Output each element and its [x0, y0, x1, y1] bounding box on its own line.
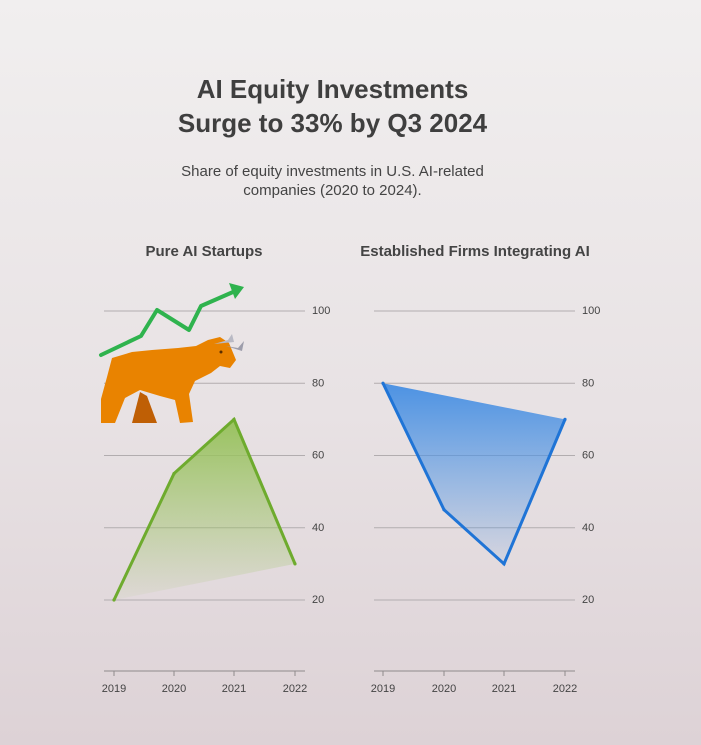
right-x-tick-label: 2021: [492, 683, 516, 695]
left-y-tick-label: 80: [312, 377, 324, 389]
right-data-point: [381, 381, 385, 385]
left-chart-title: Pure AI Startups: [145, 243, 263, 260]
right-y-tick-label: 100: [582, 305, 600, 317]
right-y-tick-label: 60: [582, 450, 594, 462]
subtitle-line-1: Share of equity investments in U.S. AI-r…: [181, 163, 484, 180]
left-data-point: [112, 598, 116, 602]
right-data-point: [502, 562, 506, 566]
subtitle-line-2: companies (2020 to 2024).: [243, 182, 422, 199]
right-area-fill: [383, 383, 565, 564]
right-x-tick-label: 2020: [432, 683, 456, 695]
right-y-tick-label: 80: [582, 377, 594, 389]
left-area-fill: [114, 419, 295, 600]
left-y-tick-label: 40: [312, 522, 324, 534]
left-series-line: [112, 416, 297, 601]
right-y-tick-label: 20: [582, 594, 594, 606]
left-y-tick-label: 20: [312, 594, 324, 606]
left-x-tick-label: 2022: [283, 683, 307, 695]
trend-up-arrow-icon: [99, 283, 244, 357]
left-y-tick-label: 100: [312, 305, 330, 317]
right-chart-title: Established Firms Integrating AI: [360, 243, 590, 260]
left-x-tick-label: 2021: [222, 683, 246, 695]
page-subtitle: Share of equity investments in U.S. AI-r…: [0, 162, 665, 200]
title-line-2: Surge to 33% by Q3 2024: [177, 108, 488, 138]
bull-icon: [101, 334, 244, 423]
right-data-point: [563, 417, 567, 421]
right-x-tick-label: 2019: [371, 683, 395, 695]
left-data-point: [232, 417, 236, 421]
right-chart: 20 40 60 80 100 2019 2020 2021 2022: [371, 305, 601, 695]
right-y-tick-label: 40: [582, 522, 594, 534]
left-data-point: [293, 562, 297, 566]
left-x-tick-label: 2019: [102, 683, 126, 695]
title-line-1: AI Equity Investments: [196, 74, 469, 104]
page-title: AI Equity Investments Surge to 33% by Q3…: [0, 72, 665, 140]
left-data-point: [172, 471, 176, 476]
left-x-tick-label: 2020: [162, 683, 186, 695]
right-x-tick-label: 2022: [553, 683, 577, 695]
right-series-line: [381, 382, 567, 567]
left-y-tick-label: 60: [312, 450, 324, 462]
left-chart: 20 40 60 80 100 2019 2020 2021 2022: [102, 305, 331, 695]
right-data-point: [442, 508, 446, 512]
